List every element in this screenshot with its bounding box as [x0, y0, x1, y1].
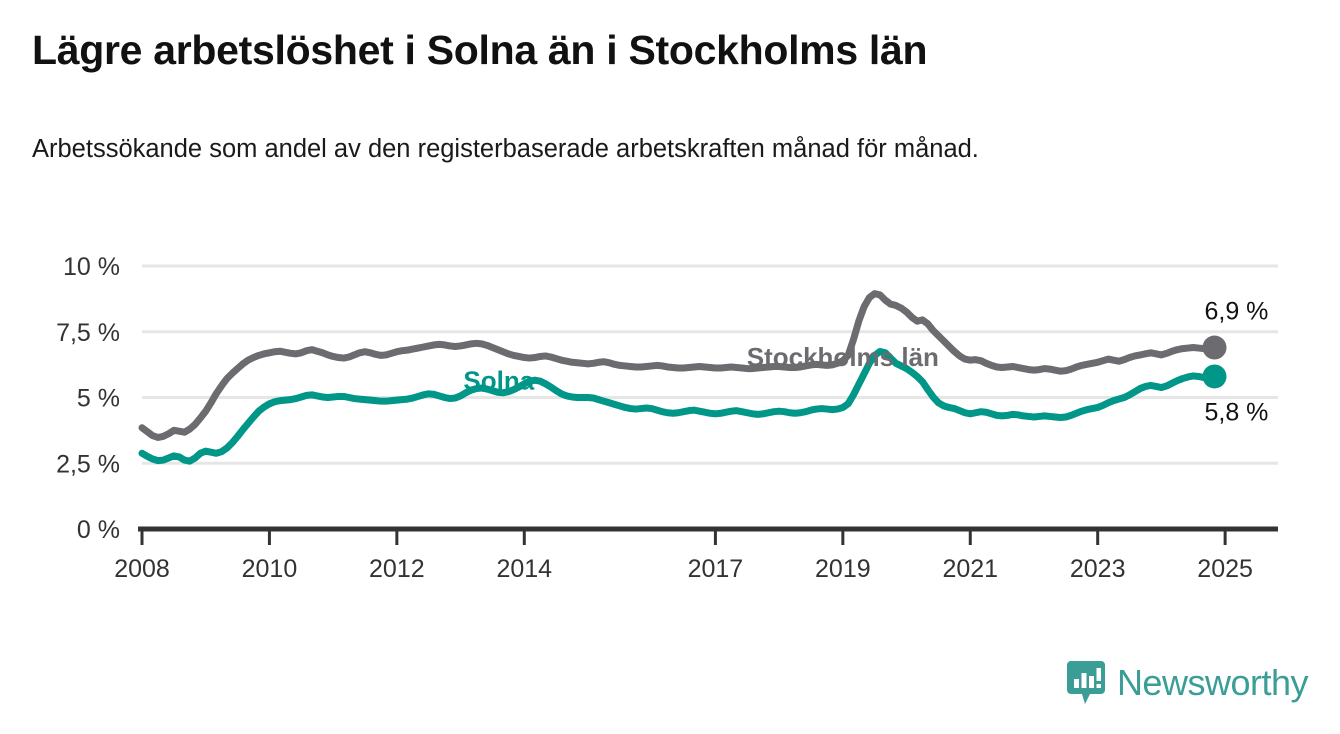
- series-end-value-label: 5,8 %: [1204, 398, 1268, 426]
- y-axis-ticks: 0 % 2,5 % 5 % 7,5 % 10 %: [56, 253, 120, 544]
- series-end-marker: [1202, 335, 1227, 360]
- y-axis-tick-label: 0 %: [77, 516, 120, 544]
- x-axis-tick-label: 2025: [1197, 555, 1253, 583]
- x-axis-tick-label: 2021: [942, 555, 998, 583]
- series-label-stockholms-län: Stockholms län: [747, 342, 939, 372]
- x-axis-tick-label: 2012: [369, 555, 425, 583]
- series-label-solna: Solna: [463, 366, 534, 396]
- series-line-stockholms-län: [138, 290, 1218, 441]
- newsworthy-bars-icon: [1066, 661, 1105, 704]
- series-end-markers: [1202, 335, 1227, 389]
- series-end-value-label: 6,9 %: [1204, 298, 1268, 326]
- series-value-labels: 6,9 % 5,8 %: [1204, 298, 1268, 427]
- x-axis-tick-label: 2023: [1070, 555, 1126, 583]
- x-axis-tick-label: 2017: [688, 555, 744, 583]
- newsworthy-logo: Newsworthy: [1066, 660, 1309, 706]
- series-end-marker: [1202, 364, 1227, 389]
- x-axis-tick-label: 2019: [815, 555, 871, 583]
- y-axis-tick-label: 7,5 %: [56, 319, 120, 347]
- gridlines: [142, 264, 1278, 465]
- chart-subtitle: Arbetssökande som andel av den registerb…: [32, 135, 979, 163]
- x-axis-tick-label: 2010: [242, 555, 298, 583]
- x-axis-tick-label: 2014: [496, 555, 552, 583]
- page-title: Lägre arbetslöshet i Solna än i Stockhol…: [32, 27, 928, 73]
- x-axis-ticks: 2008 2010 2012 2014 2017 2019 2021 2023 2025: [114, 531, 1253, 583]
- x-axis-tick-label: 2008: [114, 555, 170, 583]
- series-line-solna: [138, 347, 1218, 465]
- series-lines: [138, 290, 1218, 465]
- newsworthy-logo-text: Newsworthy: [1116, 662, 1309, 703]
- y-axis-tick-label: 10 %: [63, 253, 120, 281]
- y-axis-tick-label: 2,5 %: [56, 450, 120, 478]
- y-axis-tick-label: 5 %: [77, 385, 120, 413]
- series-inline-labels: Stockholms län Solna: [463, 342, 939, 396]
